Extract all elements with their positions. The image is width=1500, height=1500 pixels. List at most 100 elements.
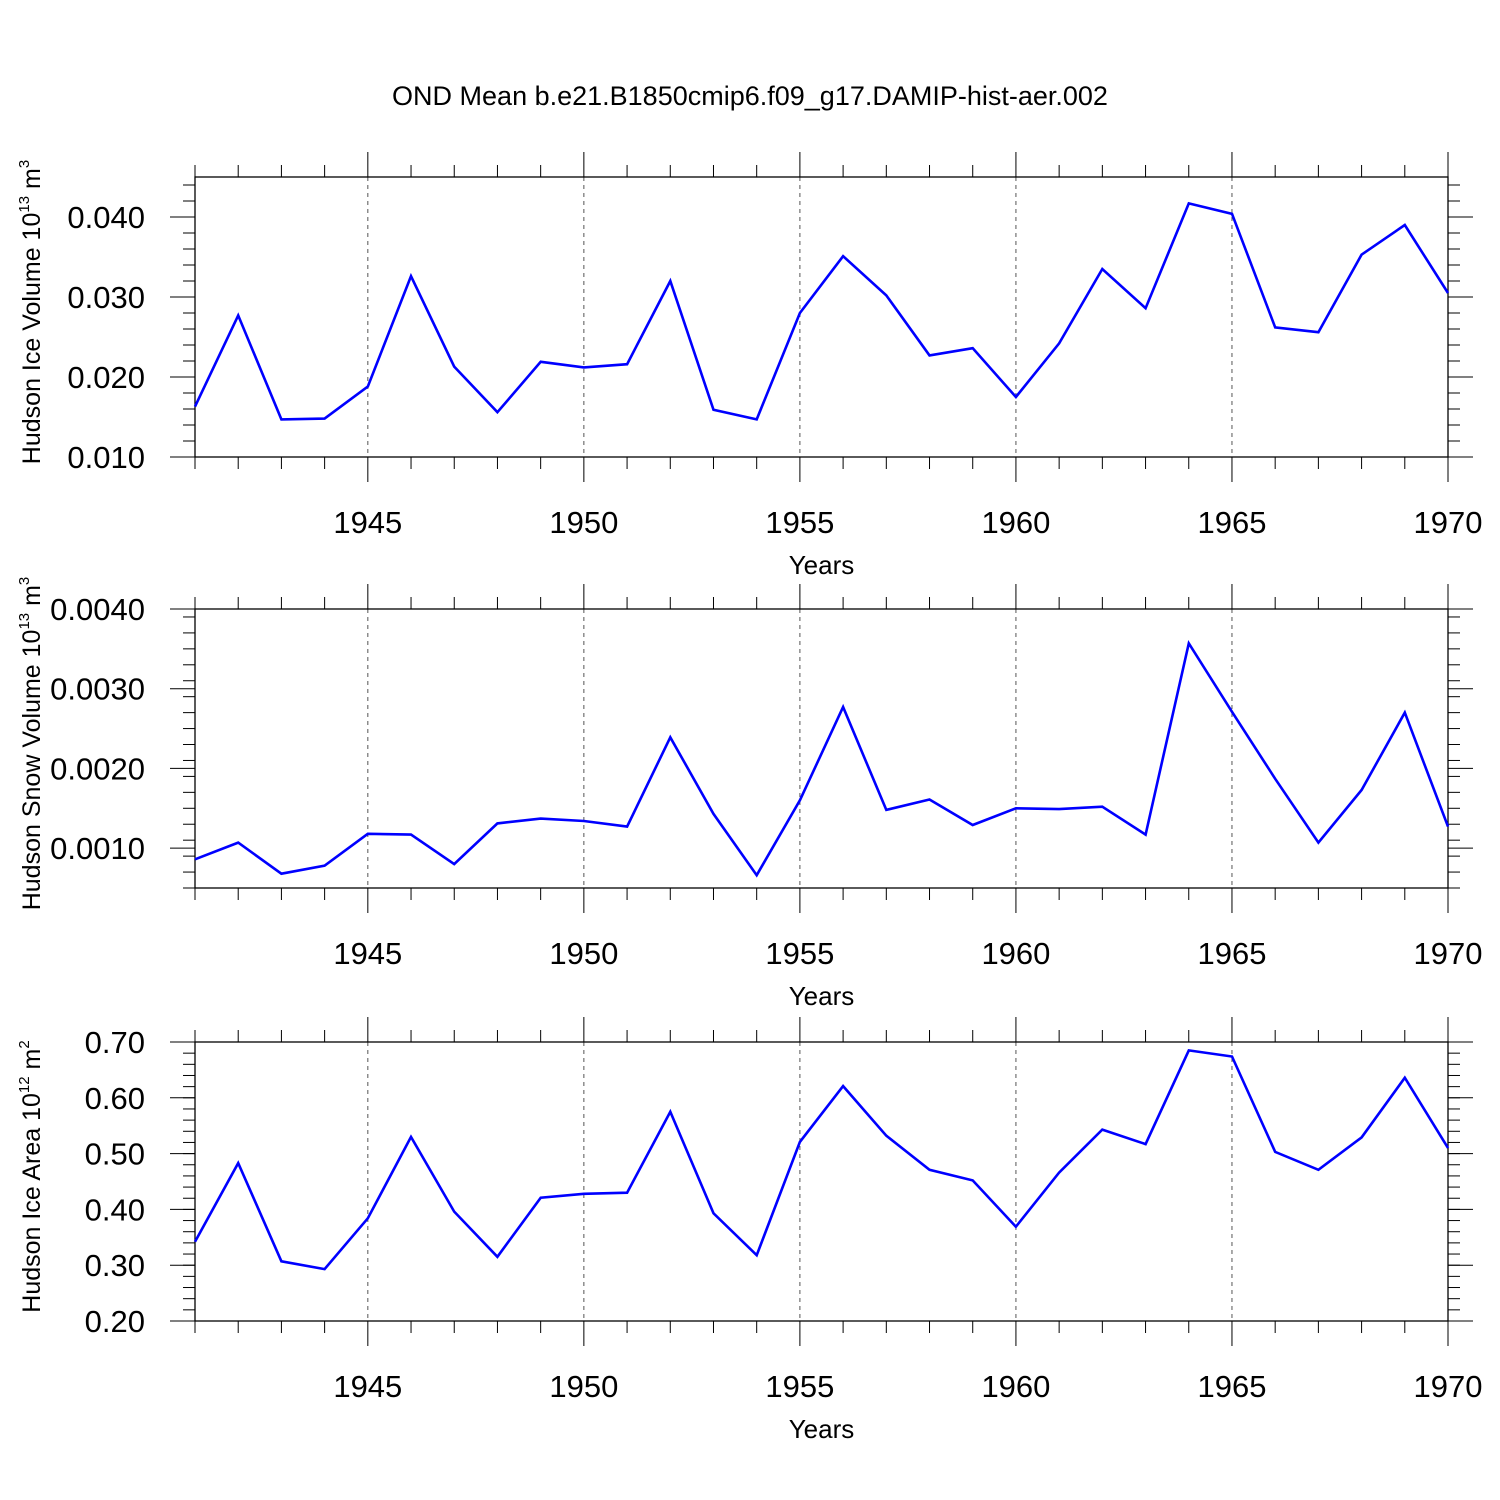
x-tick-label: 1955 — [765, 505, 834, 540]
data-point — [1360, 1135, 1364, 1139]
data-point — [928, 353, 932, 357]
y-axis-label-part: 3 — [16, 577, 33, 585]
data-point — [409, 1135, 413, 1139]
data-point — [798, 311, 802, 315]
data-point — [841, 254, 845, 258]
data-point — [1230, 710, 1234, 714]
x-tick-label: 1965 — [1197, 936, 1266, 971]
data-point — [323, 1267, 327, 1271]
x-tick-label: 1955 — [765, 936, 834, 971]
data-point — [539, 1196, 543, 1200]
x-tick-label: 1960 — [981, 1369, 1050, 1404]
y-tick-label: 0.30 — [85, 1248, 145, 1283]
data-point — [1316, 841, 1320, 845]
data-point — [582, 1192, 586, 1196]
data-point — [279, 417, 283, 421]
data-point — [236, 1161, 240, 1165]
data-point — [1144, 833, 1148, 837]
x-tick-label: 1950 — [549, 505, 618, 540]
data-point — [1316, 330, 1320, 334]
x-tick-label: 1945 — [333, 505, 402, 540]
data-point — [323, 864, 327, 868]
data-point — [971, 1178, 975, 1182]
data-point — [928, 1168, 932, 1172]
data-point — [711, 812, 715, 816]
data-point — [193, 405, 197, 409]
data-point — [1446, 825, 1450, 829]
data-point — [1187, 641, 1191, 645]
data-point — [582, 819, 586, 823]
y-axis-label-part: 2 — [16, 1040, 33, 1048]
panel-1: 0.010 0.020 0.030 0.040 1945 1950 1955 1960 1965… — [16, 152, 1482, 580]
data-point — [193, 1240, 197, 1244]
y-tick-label: 0.40 — [85, 1192, 145, 1227]
data-point — [236, 313, 240, 317]
x-tick-label: 1950 — [549, 936, 618, 971]
data-point — [1144, 306, 1148, 310]
x-tick-label: 1950 — [549, 1369, 618, 1404]
data-point — [1360, 788, 1364, 792]
x-tick-label: 1970 — [1414, 505, 1483, 540]
x-tick-label: 1970 — [1414, 936, 1483, 971]
data-point — [841, 1084, 845, 1088]
y-axis-label: Hudson Snow Volume 1013 m3 — [16, 577, 46, 911]
y-tick-label: 0.030 — [67, 280, 145, 315]
data-point — [495, 821, 499, 825]
y-axis-label-part: Hudson Ice Volume 10 — [18, 213, 46, 465]
data-point — [236, 841, 240, 845]
y-axis-label: Hudson Ice Area 1012 m2 — [16, 1040, 46, 1312]
panel-2: 0.0010 0.0020 0.0030 0.0040 1945 1950 1955 1960… — [16, 577, 1482, 1011]
data-point — [1100, 805, 1104, 809]
x-tick-label: 1960 — [981, 505, 1050, 540]
y-tick-label: 0.70 — [85, 1025, 145, 1060]
y-axis-label-part: 13 — [16, 613, 33, 630]
x-tick-label: 1955 — [765, 1369, 834, 1404]
data-point — [668, 279, 672, 283]
y-tick-label: 0.020 — [67, 360, 145, 395]
data-point — [1360, 253, 1364, 257]
data-point — [884, 293, 888, 297]
data-point — [539, 360, 543, 364]
data-point — [1144, 1142, 1148, 1146]
data-point — [1100, 267, 1104, 271]
data-point — [798, 798, 802, 802]
y-axis-label-part: m — [18, 1049, 46, 1077]
data-point — [1403, 223, 1407, 227]
y-axis-label-part: Hudson Snow Volume 10 — [18, 630, 46, 911]
x-tick-label: 1965 — [1197, 1369, 1266, 1404]
series-line — [193, 201, 1450, 421]
y-axis-label-part: Hudson Ice Area 10 — [18, 1093, 46, 1313]
y-axis-label-part: 12 — [16, 1076, 33, 1093]
data-point — [366, 385, 370, 389]
data-point — [1446, 291, 1450, 295]
data-point — [1057, 807, 1061, 811]
data-point — [1057, 1171, 1061, 1175]
data-point — [366, 832, 370, 836]
data-point — [409, 274, 413, 278]
y-tick-label: 0.040 — [67, 200, 145, 235]
y-tick-label: 0.60 — [85, 1081, 145, 1116]
data-point — [1014, 806, 1018, 810]
x-axis-label: Years — [789, 1414, 855, 1444]
x-tick-label: 1945 — [333, 936, 402, 971]
data-point — [971, 346, 975, 350]
data-point — [841, 705, 845, 709]
y-tick-label: 0.20 — [85, 1304, 145, 1339]
data-point — [668, 735, 672, 739]
data-point — [193, 857, 197, 861]
data-point — [1273, 777, 1277, 781]
data-point — [1316, 1168, 1320, 1172]
series-line — [194, 639, 1450, 878]
data-point — [668, 1110, 672, 1114]
y-tick-label: 0.010 — [67, 440, 145, 475]
data-point — [1446, 1146, 1450, 1150]
data-point — [755, 417, 759, 421]
data-point — [928, 798, 932, 802]
data-point — [1273, 325, 1277, 329]
data-point — [625, 1191, 629, 1195]
data-point — [409, 833, 413, 837]
y-axis-label-part: m — [18, 585, 46, 613]
y-axis-label-part: 3 — [16, 160, 33, 168]
data-point — [1057, 341, 1061, 345]
